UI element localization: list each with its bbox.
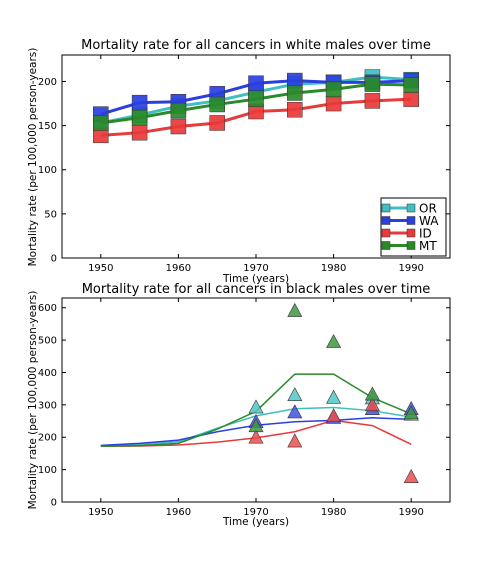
- x-tick-label: 1970: [243, 263, 268, 274]
- x-tick-label: 1980: [321, 507, 346, 518]
- data-point-id: [364, 397, 380, 412]
- y-tick-label: 0: [51, 254, 57, 265]
- axes-frame: [61, 297, 451, 503]
- data-point-mt: [364, 386, 380, 401]
- data-point-id: [326, 408, 342, 423]
- y-tick-label: 200: [38, 433, 57, 444]
- data-point-id: [287, 433, 303, 448]
- legend-label-id: ID: [419, 227, 432, 241]
- x-tick-label: 1960: [166, 263, 191, 274]
- x-tick-label: 1980: [321, 263, 346, 274]
- white-males-chart: Mortality rate for all cancers in white …: [27, 38, 451, 285]
- data-point-mt: [248, 91, 264, 107]
- y-tick-label: 100: [38, 465, 57, 476]
- data-point-mt: [326, 333, 342, 348]
- data-point-mt: [287, 302, 303, 317]
- data-point-id: [403, 91, 419, 107]
- data-point-mt: [364, 76, 381, 92]
- y-tick-label: 300: [38, 400, 57, 411]
- x-tick-label: 1950: [88, 507, 113, 518]
- x-axis-label: Time (years): [222, 516, 289, 528]
- data-point-wa: [248, 75, 264, 91]
- x-tick-label: 1960: [166, 507, 191, 518]
- data-point-id: [287, 101, 303, 118]
- legend-label-or: OR: [419, 202, 437, 216]
- legend-label-wa: WA: [419, 214, 439, 228]
- data-point-id: [364, 93, 381, 109]
- data-point-id: [170, 118, 187, 135]
- data-point-mt: [403, 405, 419, 420]
- y-tick-label: 500: [38, 336, 57, 347]
- data-point-mt: [287, 85, 303, 101]
- chart-title: Mortality rate for all cancers in white …: [81, 38, 431, 53]
- y-axis-label: Mortality rate (per 100,000 person-years…: [27, 291, 39, 510]
- chart-title: Mortality rate for all cancers in black …: [82, 282, 431, 297]
- legend-marker-wa: [406, 216, 416, 225]
- legend-label-mt: MT: [419, 239, 437, 253]
- plot-area: [100, 302, 419, 483]
- tick-labels: 1950 1960 1970 1980 1990 0 100 200 300 400 500 600: [38, 298, 450, 518]
- x-tick-label: 1990: [398, 507, 423, 518]
- y-tick-label: 0: [51, 498, 57, 509]
- data-point-mt: [170, 102, 187, 119]
- data-point-id: [248, 429, 264, 444]
- black-males-chart: Mortality rate for all cancers in black …: [27, 282, 451, 528]
- y-tick-label: 50: [44, 209, 57, 220]
- data-point-mt: [325, 81, 342, 98]
- data-point-mt: [248, 418, 264, 433]
- legend-marker-wa: [381, 216, 391, 225]
- x-tick-label: 1950: [88, 263, 113, 274]
- axes-frame: [61, 54, 451, 259]
- x-axis-label: Time (years): [222, 273, 289, 285]
- plot-area: [93, 69, 419, 144]
- legend-marker-id: [381, 228, 391, 238]
- data-point-mt: [131, 109, 148, 126]
- x-tick-label: 1990: [398, 263, 423, 274]
- data-point-mt: [209, 96, 225, 113]
- y-tick-label: 600: [38, 303, 57, 314]
- data-point-or: [326, 389, 342, 404]
- data-point-or: [248, 399, 264, 414]
- y-tick-label: 100: [38, 165, 57, 176]
- legend-marker-mt: [406, 241, 416, 250]
- tick-labels: 1950 1960 1970 1980 1990 0 50 100 150 200: [38, 55, 450, 274]
- data-point-id: [403, 469, 419, 483]
- y-tick-label: 400: [38, 368, 57, 379]
- y-tick-label: 150: [38, 121, 57, 132]
- legend-marker-mt: [381, 241, 391, 250]
- data-point-mt: [93, 115, 109, 131]
- data-point-wa: [287, 404, 303, 419]
- data-point-mt: [403, 77, 419, 93]
- legend-marker-id: [406, 228, 416, 238]
- data-point-or: [287, 387, 303, 402]
- y-tick-label: 200: [38, 77, 57, 88]
- legend-marker-or: [406, 203, 416, 213]
- legend-marker-or: [381, 203, 391, 213]
- data-point-id: [131, 124, 148, 141]
- data-point-id: [325, 95, 342, 112]
- x-tick-label: 1970: [243, 507, 268, 518]
- data-point-wa: [131, 94, 148, 111]
- y-axis-label: Mortality rate (per 100,000 person-years…: [27, 48, 39, 267]
- data-point-id: [209, 115, 225, 131]
